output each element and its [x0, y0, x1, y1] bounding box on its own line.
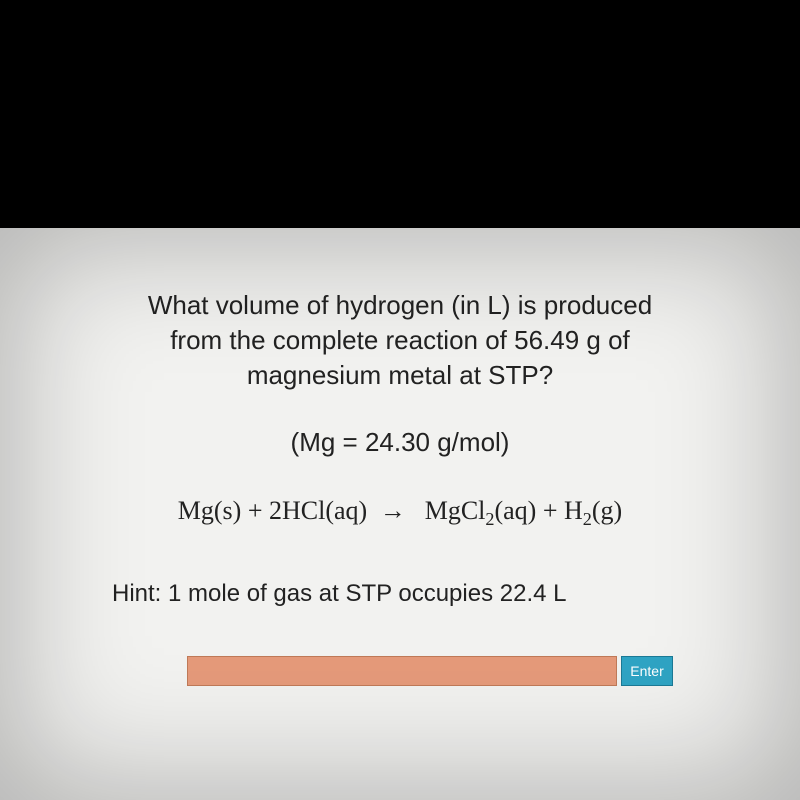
- equation-rhs-mid: (aq) + H: [494, 496, 582, 525]
- enter-button[interactable]: Enter: [621, 656, 672, 686]
- question-line-3: magnesium metal at STP?: [247, 360, 553, 390]
- equation-rhs-end: (g): [592, 496, 622, 525]
- arrow-icon: →: [380, 496, 406, 526]
- question-line-1: What volume of hydrogen (in L) is produc…: [148, 290, 652, 320]
- molar-mass-text: (Mg = 24.30 g/mol): [50, 427, 750, 458]
- hint-text: Hint: 1 mole of gas at STP occupies 22.4…: [50, 580, 750, 608]
- chemical-equation: Mg(s) + 2HCl(aq) → MgCl2(aq) + H2(g): [50, 496, 750, 530]
- question-text: What volume of hydrogen (in L) is produc…: [50, 288, 750, 393]
- question-line-2: from the complete reaction of 56.49 g of: [170, 325, 630, 355]
- answer-row: Enter: [50, 656, 750, 686]
- question-card: What volume of hydrogen (in L) is produc…: [0, 228, 800, 800]
- answer-input[interactable]: [187, 656, 617, 686]
- equation-sub-2: 2: [583, 509, 592, 529]
- equation-lhs: Mg(s) + 2HCl(aq): [178, 496, 367, 525]
- equation-rhs-pre: MgCl: [425, 496, 486, 525]
